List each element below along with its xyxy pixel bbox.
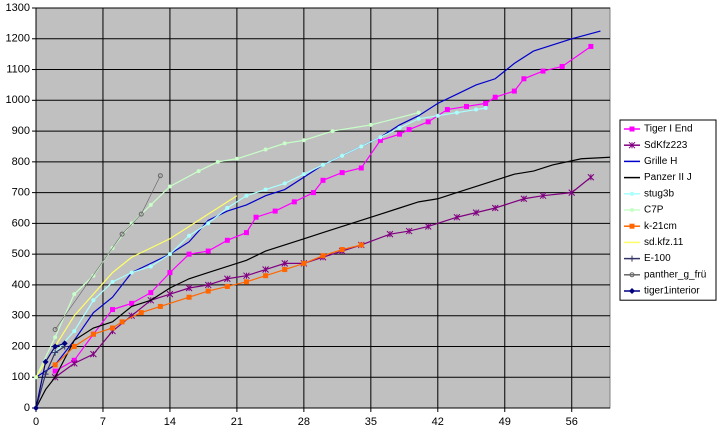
- legend-marker: [629, 126, 635, 132]
- legend-marker: [628, 141, 636, 149]
- legend-marker: [630, 208, 634, 212]
- x-tick-label: 0: [33, 416, 39, 428]
- legend-marker: [629, 288, 635, 294]
- y-tick-label: 400: [12, 279, 30, 291]
- x-tick-label: 56: [566, 416, 578, 428]
- y-tick-label: 1200: [6, 33, 30, 45]
- y-tick-label: 200: [12, 340, 30, 352]
- y-tick-label: 1000: [6, 94, 30, 106]
- legend-marker: [629, 223, 635, 229]
- y-tick-label: 900: [12, 125, 30, 137]
- y-tick-label: 600: [12, 217, 30, 229]
- y-tick-label: 300: [12, 310, 30, 322]
- y-tick-label: 700: [12, 187, 30, 199]
- legend-label: Tiger I End: [644, 124, 693, 135]
- x-tick-label: 49: [499, 416, 511, 428]
- x-tick-label: 21: [231, 416, 243, 428]
- legend-label: k-21cm: [644, 221, 677, 232]
- legend-label: Panzer II J: [644, 172, 692, 183]
- legend-label: SdKfz223: [644, 140, 688, 151]
- plot-area: [35, 7, 611, 409]
- legend-label: Grille H: [644, 156, 677, 167]
- x-tick-label: 28: [298, 416, 310, 428]
- legend-label: stug3b: [644, 188, 674, 199]
- y-tick-label: 1300: [6, 2, 30, 14]
- x-tick-label: 42: [432, 416, 444, 428]
- legend-marker: [629, 272, 635, 278]
- y-tick-label: 0: [24, 402, 30, 414]
- x-tick-label: 14: [164, 416, 176, 428]
- x-tick-label: 7: [100, 416, 106, 428]
- y-tick-label: 800: [12, 156, 30, 168]
- series-line: [52, 173, 163, 333]
- y-tick-label: 1100: [6, 63, 30, 75]
- series-line: [33, 340, 68, 411]
- legend-label: C7P: [644, 205, 664, 216]
- legend-marker: [630, 191, 634, 196]
- legend-label: E-100: [644, 253, 671, 264]
- y-tick-label: 100: [12, 371, 30, 383]
- legend-marker: [629, 255, 635, 262]
- y-tick-label: 500: [12, 248, 30, 260]
- x-tick-label: 35: [365, 416, 377, 428]
- legend-label: sd.kfz.11: [644, 237, 684, 248]
- legend-label: tiger1interior: [644, 286, 700, 297]
- legend-label: panther_g_frü: [644, 269, 706, 280]
